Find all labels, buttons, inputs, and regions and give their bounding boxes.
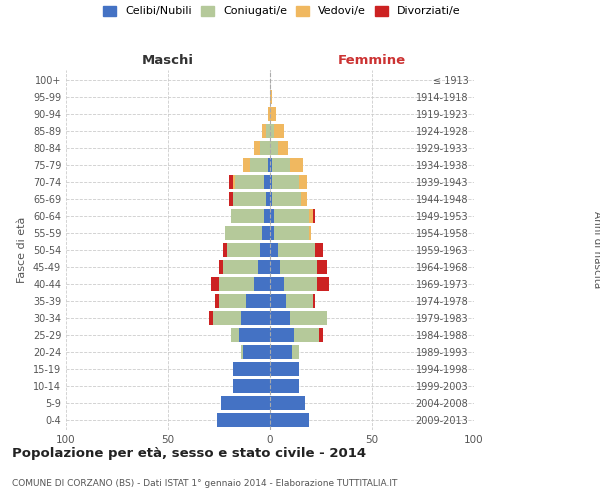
Bar — [270, 90, 272, 104]
Bar — [270, 311, 290, 325]
Bar — [274, 124, 284, 138]
Bar — [233, 362, 270, 376]
Bar — [211, 277, 219, 291]
Bar — [219, 260, 223, 274]
Text: Popolazione per età, sesso e stato civile - 2014: Popolazione per età, sesso e stato civil… — [12, 448, 366, 460]
Bar — [270, 277, 284, 291]
Bar — [319, 328, 323, 342]
Bar — [309, 226, 311, 240]
Bar — [270, 328, 295, 342]
Bar — [213, 311, 241, 325]
Bar — [270, 260, 280, 274]
Bar — [254, 141, 260, 155]
Bar — [260, 141, 270, 155]
Bar — [221, 396, 270, 410]
Bar — [233, 379, 270, 393]
Bar — [274, 226, 309, 240]
Bar — [241, 311, 270, 325]
Bar — [217, 413, 270, 427]
Bar — [264, 209, 270, 223]
Bar — [262, 226, 270, 240]
Bar — [284, 277, 317, 291]
Bar — [260, 243, 270, 257]
Bar — [245, 294, 270, 308]
Bar — [270, 396, 305, 410]
Bar — [231, 209, 264, 223]
Legend: Celibi/Nubili, Coniugati/e, Vedovi/e, Divorziati/e: Celibi/Nubili, Coniugati/e, Vedovi/e, Di… — [103, 6, 461, 16]
Bar — [233, 192, 266, 206]
Bar — [270, 226, 274, 240]
Bar — [313, 294, 315, 308]
Bar — [268, 107, 270, 121]
Bar — [250, 158, 268, 172]
Bar — [299, 175, 307, 189]
Bar — [244, 345, 270, 359]
Bar — [270, 107, 276, 121]
Bar — [295, 328, 319, 342]
Bar — [266, 124, 270, 138]
Bar — [262, 124, 266, 138]
Text: Anni di nascita: Anni di nascita — [592, 212, 600, 288]
Bar — [244, 158, 250, 172]
Bar — [270, 158, 272, 172]
Bar — [219, 277, 254, 291]
Bar — [270, 192, 272, 206]
Bar — [223, 243, 227, 257]
Bar — [227, 243, 260, 257]
Bar — [270, 294, 286, 308]
Text: Maschi: Maschi — [142, 54, 194, 68]
Bar — [229, 175, 233, 189]
Text: COMUNE DI CORZANO (BS) - Dati ISTAT 1° gennaio 2014 - Elaborazione TUTTITALIA.IT: COMUNE DI CORZANO (BS) - Dati ISTAT 1° g… — [12, 479, 397, 488]
Bar — [268, 158, 270, 172]
Bar — [309, 209, 313, 223]
Bar — [270, 362, 299, 376]
Bar — [266, 192, 270, 206]
Bar — [270, 141, 278, 155]
Bar — [290, 158, 302, 172]
Bar — [239, 328, 270, 342]
Bar — [280, 260, 317, 274]
Bar — [292, 345, 299, 359]
Bar — [272, 158, 290, 172]
Bar — [225, 226, 262, 240]
Bar — [317, 260, 327, 274]
Bar — [272, 192, 301, 206]
Bar — [278, 243, 315, 257]
Bar — [231, 328, 239, 342]
Bar — [278, 141, 289, 155]
Bar — [215, 294, 219, 308]
Bar — [290, 311, 327, 325]
Bar — [270, 413, 309, 427]
Bar — [313, 209, 315, 223]
Bar — [317, 277, 329, 291]
Bar — [223, 260, 258, 274]
Bar — [270, 379, 299, 393]
Bar — [301, 192, 307, 206]
Bar — [241, 345, 244, 359]
Y-axis label: Fasce di età: Fasce di età — [17, 217, 27, 283]
Bar — [270, 243, 278, 257]
Bar — [270, 175, 272, 189]
Bar — [270, 345, 292, 359]
Bar — [219, 294, 245, 308]
Bar — [258, 260, 270, 274]
Bar — [270, 209, 274, 223]
Bar — [274, 209, 309, 223]
Bar — [233, 175, 235, 189]
Bar — [254, 277, 270, 291]
Bar — [286, 294, 313, 308]
Bar — [235, 175, 264, 189]
Bar — [270, 124, 274, 138]
Bar — [272, 175, 299, 189]
Bar — [229, 192, 233, 206]
Bar — [264, 175, 270, 189]
Bar — [209, 311, 213, 325]
Bar — [315, 243, 323, 257]
Text: Femmine: Femmine — [338, 54, 406, 68]
